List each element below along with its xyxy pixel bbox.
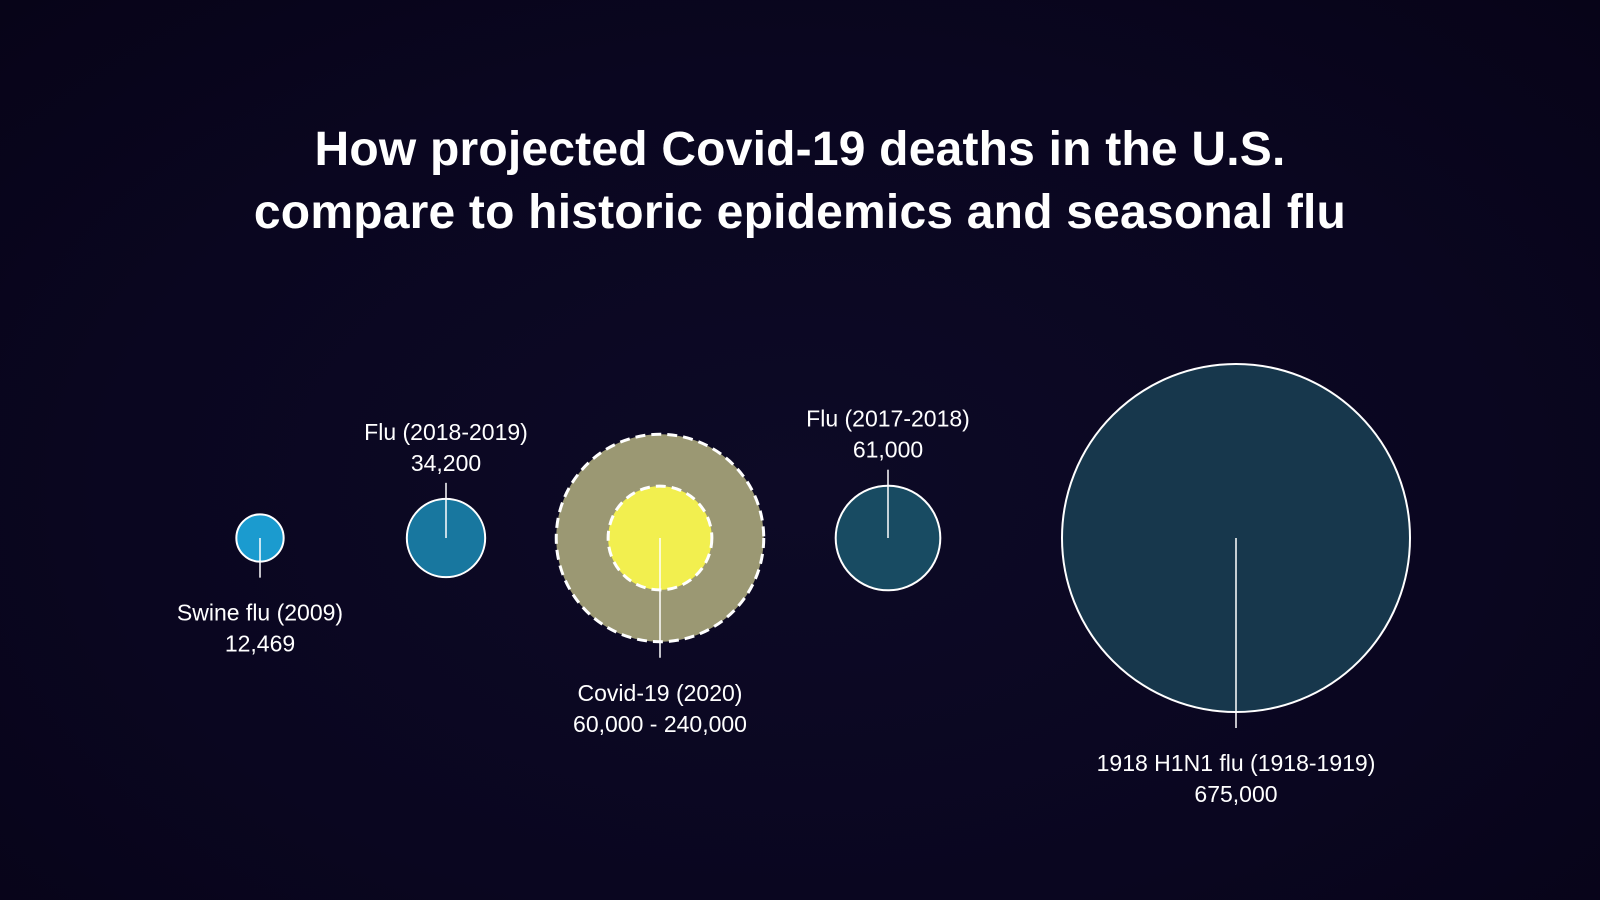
flu1819-label-value: 34,200 — [411, 450, 481, 476]
swine-label-value: 12,469 — [225, 631, 295, 657]
chart-title-line-2: compare to historic epidemics and season… — [253, 186, 1347, 239]
covid-label-name: Covid-19 (2020) — [578, 680, 743, 706]
chart-title: How projected Covid-19 deaths in the U.S… — [0, 118, 1600, 244]
flu1718-label-value: 61,000 — [853, 437, 923, 463]
h1n1-label-name: 1918 H1N1 flu (1918-1919) — [1097, 750, 1376, 776]
flu1718-label-name: Flu (2017-2018) — [806, 406, 970, 432]
h1n1-label-value: 675,000 — [1194, 781, 1277, 807]
chart-title-line-1: How projected Covid-19 deaths in the U.S… — [314, 123, 1286, 176]
flu1819-label-name: Flu (2018-2019) — [364, 419, 528, 445]
swine-label-name: Swine flu (2009) — [177, 600, 343, 626]
covid-label-value: 60,000 - 240,000 — [573, 711, 747, 737]
